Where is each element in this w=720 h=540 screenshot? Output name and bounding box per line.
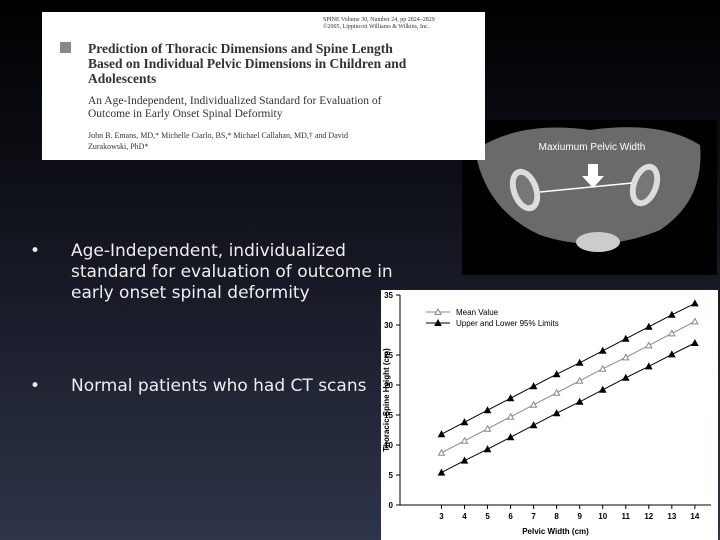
legend-label: Mean Value [456,308,499,317]
y-tick-label: 0 [389,501,394,510]
point [621,373,630,381]
y-axis-title: Thoracic Spine Height (cm) [382,348,391,452]
point [667,350,676,358]
ct-label: Maxiumum Pelvic Width [539,142,646,153]
series-line [441,342,696,474]
point [529,382,538,390]
point [621,334,630,342]
y-tick-label: 25 [384,351,393,360]
bullet-text: Normal patients who had CT scans [71,376,367,396]
bullet-text: Age-Independent, individualized standard… [71,241,393,303]
point [460,456,469,464]
journal-text: SPINE Volume 30, Number 24, pp 2824–2829 [323,17,435,23]
square [60,42,71,53]
bullet: • Normal patients who had CT scans [30,376,367,396]
x-tick-label: 4 [462,512,467,521]
width-line [539,182,633,193]
point [506,433,515,441]
point [575,397,584,405]
copyright: ©2005, Lippincott Williams & Wilkins, In… [323,24,430,30]
point [575,376,584,384]
point [437,448,446,456]
x-tick-label: 6 [508,512,513,521]
chart-image [381,290,718,540]
point [667,310,676,318]
arrow [582,164,604,188]
series-line [441,302,696,435]
legend-marker [434,307,442,315]
ct-spine [576,232,620,252]
point [598,385,607,393]
point [691,299,699,307]
point [483,424,492,432]
point [667,329,676,337]
ct-bone-inner [635,169,655,201]
x-tick-label: 11 [622,512,631,521]
point [644,362,653,370]
point [552,370,561,378]
point [598,346,607,354]
point [437,430,446,438]
x-tick-label: 14 [690,512,699,521]
journal: SPINE Volume 30, Number 24, pp 2824–2829… [323,17,473,31]
x-tick-label: 9 [577,512,582,521]
x-tick-label: 7 [531,512,536,521]
point [460,436,469,444]
y-tick-label: 30 [384,321,393,330]
ct-pelvis [475,127,701,244]
point [552,388,561,396]
bullet: • Age-Independent, individualized standar… [30,241,393,303]
y-tick-label: 15 [384,411,393,420]
x-tick-label: 10 [598,512,607,521]
point [621,353,630,361]
paper-title: Prediction of Thoracic Dimensions and Sp… [88,41,407,86]
x-tick-label: 3 [439,512,444,521]
x-tick-label: 8 [554,512,559,521]
point [691,338,699,346]
paper-authors: John B. Emans, MD,* Michelle Ciarlo, BS,… [88,131,348,151]
y-tick-label: 10 [384,441,393,450]
point [552,409,561,417]
point [575,358,584,366]
point [529,421,538,429]
point [691,317,699,325]
y-tick-label: 20 [384,381,393,390]
x-tick-label: 5 [485,512,490,521]
point [506,394,515,402]
legend-marker [434,318,442,326]
point [644,322,653,330]
point [483,445,492,453]
point [529,400,538,408]
x-tick-label: 13 [667,512,676,521]
point [506,412,515,420]
point [460,418,469,426]
paper-subtitle: An Age-Independent, Individualized Stand… [88,95,382,120]
point [644,341,653,349]
legend-label: Upper and Lower 95% Limits [456,319,559,328]
y-tick-label: 35 [384,291,393,300]
x-tick-label: 12 [644,512,653,521]
paper-header: SPINE Volume 30, Number 24, pp 2824–2829… [42,12,485,160]
y-tick-label: 5 [389,471,394,480]
ct-bone-inner [515,174,535,206]
point [437,468,446,476]
x-axis-title: Pelvic Width (cm) [522,527,589,536]
point [483,406,492,414]
series-line [441,320,696,454]
point [598,364,607,372]
